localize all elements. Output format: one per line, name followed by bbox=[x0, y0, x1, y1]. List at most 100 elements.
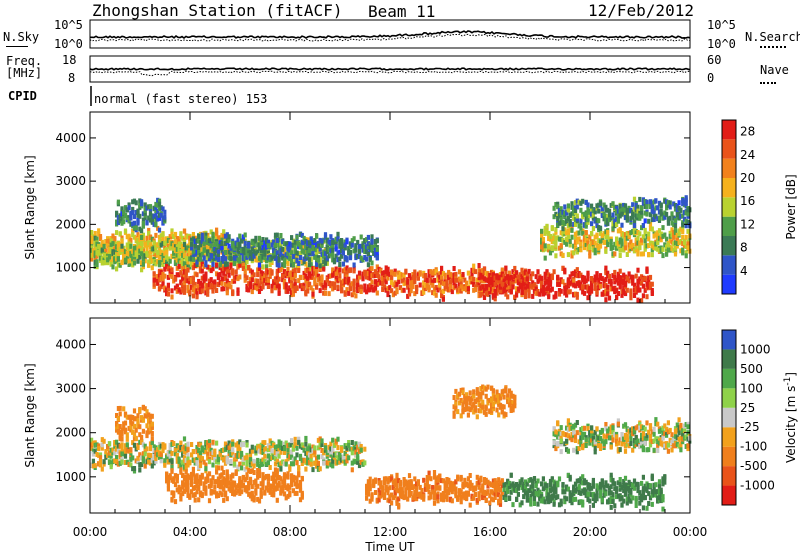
range-time-cell bbox=[102, 438, 106, 444]
range-time-cell bbox=[591, 208, 595, 214]
range-time-cell bbox=[179, 445, 183, 451]
range-time-cell bbox=[247, 253, 251, 259]
range-time-cell bbox=[331, 447, 335, 453]
range-time-cell bbox=[506, 275, 510, 281]
range-time-cell bbox=[409, 288, 413, 294]
range-time-cell bbox=[636, 278, 640, 284]
range-time-cell bbox=[650, 247, 654, 253]
range-time-cell bbox=[191, 232, 195, 237]
range-time-cell bbox=[140, 228, 144, 234]
range-time-cell bbox=[552, 233, 556, 239]
range-time-cell bbox=[209, 229, 213, 235]
range-time-cell bbox=[588, 243, 592, 249]
range-time-cell bbox=[159, 242, 163, 248]
range-time-cell bbox=[423, 282, 428, 288]
range-time-cell bbox=[640, 274, 644, 280]
range-time-cell bbox=[209, 268, 213, 274]
range-time-cell bbox=[620, 231, 624, 237]
range-time-cell bbox=[132, 198, 137, 204]
range-time-cell bbox=[320, 263, 324, 269]
range-time-cell bbox=[400, 287, 404, 293]
range-time-cell bbox=[348, 446, 353, 452]
range-time-cell bbox=[484, 270, 488, 276]
range-time-cell bbox=[427, 269, 431, 275]
range-time-cell bbox=[600, 233, 604, 239]
range-time-cell bbox=[345, 239, 349, 245]
range-time-cell bbox=[522, 290, 526, 295]
range-time-cell bbox=[634, 273, 638, 279]
range-time-cell bbox=[298, 232, 303, 237]
range-time-cell bbox=[568, 280, 572, 286]
range-time-cell bbox=[623, 215, 628, 220]
colorbar-segment bbox=[722, 236, 736, 256]
range-time-cell bbox=[681, 247, 685, 253]
range-time-cell bbox=[643, 246, 647, 252]
range-time-cell bbox=[523, 294, 528, 299]
range-time-cell bbox=[525, 271, 529, 277]
range-time-cell bbox=[123, 212, 128, 218]
range-time-cell bbox=[547, 294, 551, 300]
range-time-cell bbox=[579, 272, 583, 278]
range-time-cell bbox=[631, 245, 635, 251]
range-time-cell bbox=[545, 286, 549, 292]
range-time-cell bbox=[154, 456, 158, 461]
range-time-cell bbox=[370, 284, 374, 290]
range-time-cell bbox=[265, 276, 269, 282]
range-time-cell bbox=[95, 246, 99, 252]
range-time-cell bbox=[431, 290, 435, 296]
range-time-cell bbox=[659, 211, 663, 217]
range-time-cell bbox=[607, 213, 612, 219]
range-time-cell bbox=[152, 271, 156, 277]
range-time-cell bbox=[611, 286, 615, 292]
range-time-cell bbox=[681, 241, 685, 247]
range-time-cell bbox=[136, 445, 140, 450]
range-time-cell bbox=[216, 282, 220, 288]
range-time-cell bbox=[181, 259, 185, 264]
range-time-cell bbox=[141, 232, 145, 238]
range-time-cell bbox=[488, 289, 492, 295]
range-time-cell bbox=[184, 269, 188, 275]
range-time-cell bbox=[223, 233, 228, 239]
range-time-cell bbox=[507, 280, 512, 286]
range-time-cell bbox=[656, 240, 660, 246]
range-time-cell bbox=[195, 445, 199, 450]
range-time-cell bbox=[513, 294, 517, 300]
range-time-cell bbox=[618, 247, 622, 253]
range-time-cell bbox=[577, 199, 581, 205]
range-time-cell bbox=[225, 261, 229, 267]
range-time-cell bbox=[232, 258, 237, 264]
range-time-cell bbox=[170, 274, 174, 279]
range-time-cell bbox=[95, 452, 99, 457]
range-time-cell bbox=[481, 274, 485, 280]
range-time-cell bbox=[231, 247, 235, 253]
range-time-cell bbox=[193, 492, 197, 498]
range-time-cell bbox=[327, 273, 331, 279]
range-time-cell bbox=[650, 288, 654, 293]
range-time-cell bbox=[359, 234, 363, 240]
range-time-cell bbox=[325, 255, 329, 261]
range-time-cell bbox=[565, 288, 569, 294]
range-time-cell bbox=[193, 460, 197, 466]
range-time-cell bbox=[525, 276, 529, 282]
range-time-cell bbox=[216, 253, 220, 259]
range-time-cell bbox=[136, 250, 140, 256]
range-time-cell bbox=[606, 217, 610, 223]
range-time-cell bbox=[368, 287, 372, 293]
range-time-cell bbox=[123, 412, 128, 418]
range-time-cell bbox=[482, 288, 487, 293]
range-time-cell bbox=[98, 459, 103, 464]
range-time-cell bbox=[184, 261, 188, 267]
range-time-cell bbox=[595, 274, 599, 280]
range-time-cell bbox=[123, 257, 128, 263]
range-time-cell bbox=[140, 248, 144, 253]
range-time-cell bbox=[331, 267, 335, 273]
range-time-cell bbox=[597, 282, 601, 288]
range-time-cell bbox=[136, 455, 140, 461]
range-time-cell bbox=[222, 244, 226, 250]
range-time-cell bbox=[159, 205, 163, 211]
range-time-cell bbox=[666, 242, 670, 247]
range-time-cell bbox=[93, 231, 97, 236]
range-time-cell bbox=[216, 243, 220, 248]
range-time-cell bbox=[607, 208, 612, 214]
range-time-cell bbox=[527, 268, 531, 274]
